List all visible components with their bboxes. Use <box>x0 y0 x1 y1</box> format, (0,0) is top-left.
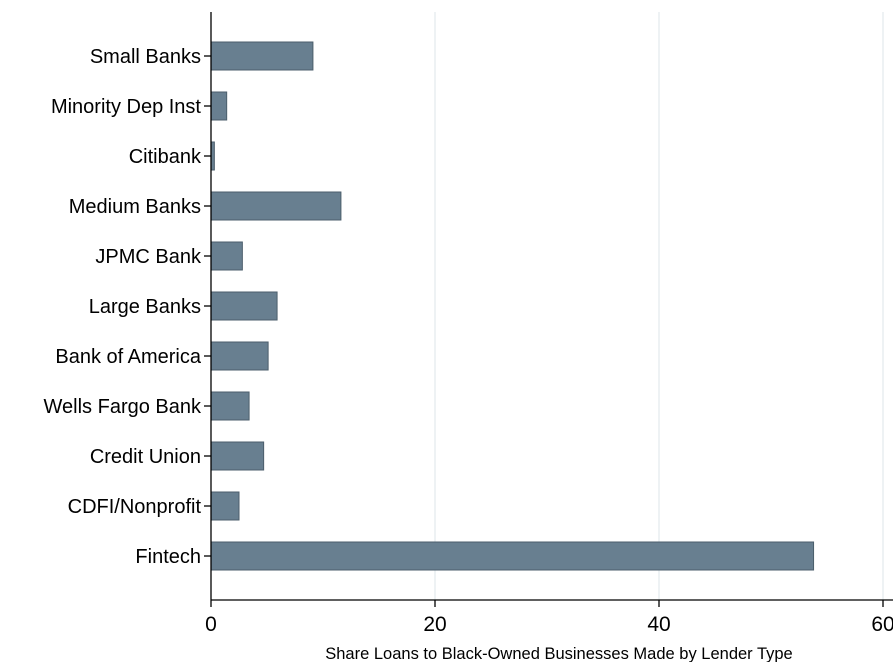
x-axis-title: Share Loans to Black-Owned Businesses Ma… <box>325 645 792 662</box>
x-tick-label: 40 <box>647 613 670 636</box>
bar-fintech <box>210 541 815 571</box>
bars <box>210 41 815 571</box>
axes <box>204 12 893 607</box>
bar-medium-banks <box>210 191 342 221</box>
bar-cdfi-nonprofit <box>210 491 240 521</box>
gridlines <box>434 12 884 600</box>
bar-bank-of-america <box>210 341 269 371</box>
y-tick-label: Minority Dep Inst <box>51 96 201 118</box>
bar-large-banks <box>210 291 278 321</box>
y-tick-label: Wells Fargo Bank <box>44 396 202 418</box>
x-tick-label: 0 <box>205 613 217 636</box>
bar-credit-union <box>210 441 265 471</box>
y-tick-label: Medium Banks <box>69 196 201 218</box>
y-tick-label: CDFI/Nonprofit <box>68 496 202 518</box>
y-tick-label: Large Banks <box>89 296 201 318</box>
y-tick-label: JPMC Bank <box>95 246 202 268</box>
y-tick-label: Fintech <box>135 546 201 568</box>
bar-wells-fargo-bank <box>210 391 250 421</box>
y-tick-label: Credit Union <box>90 446 201 468</box>
x-tick-label: 60 <box>871 613 893 636</box>
labels: 0 20 40 60 Small Banks Minority Dep Inst Citib… <box>44 46 893 636</box>
bar-minority-dep-inst <box>210 91 228 121</box>
y-tick-label: Small Banks <box>90 46 201 68</box>
y-tick-label: Citibank <box>129 146 202 168</box>
y-tick-label: Bank of America <box>55 346 202 368</box>
bar-small-banks <box>210 41 314 71</box>
x-tick-label: 20 <box>423 613 446 636</box>
bar-jpmc-bank <box>210 241 243 271</box>
